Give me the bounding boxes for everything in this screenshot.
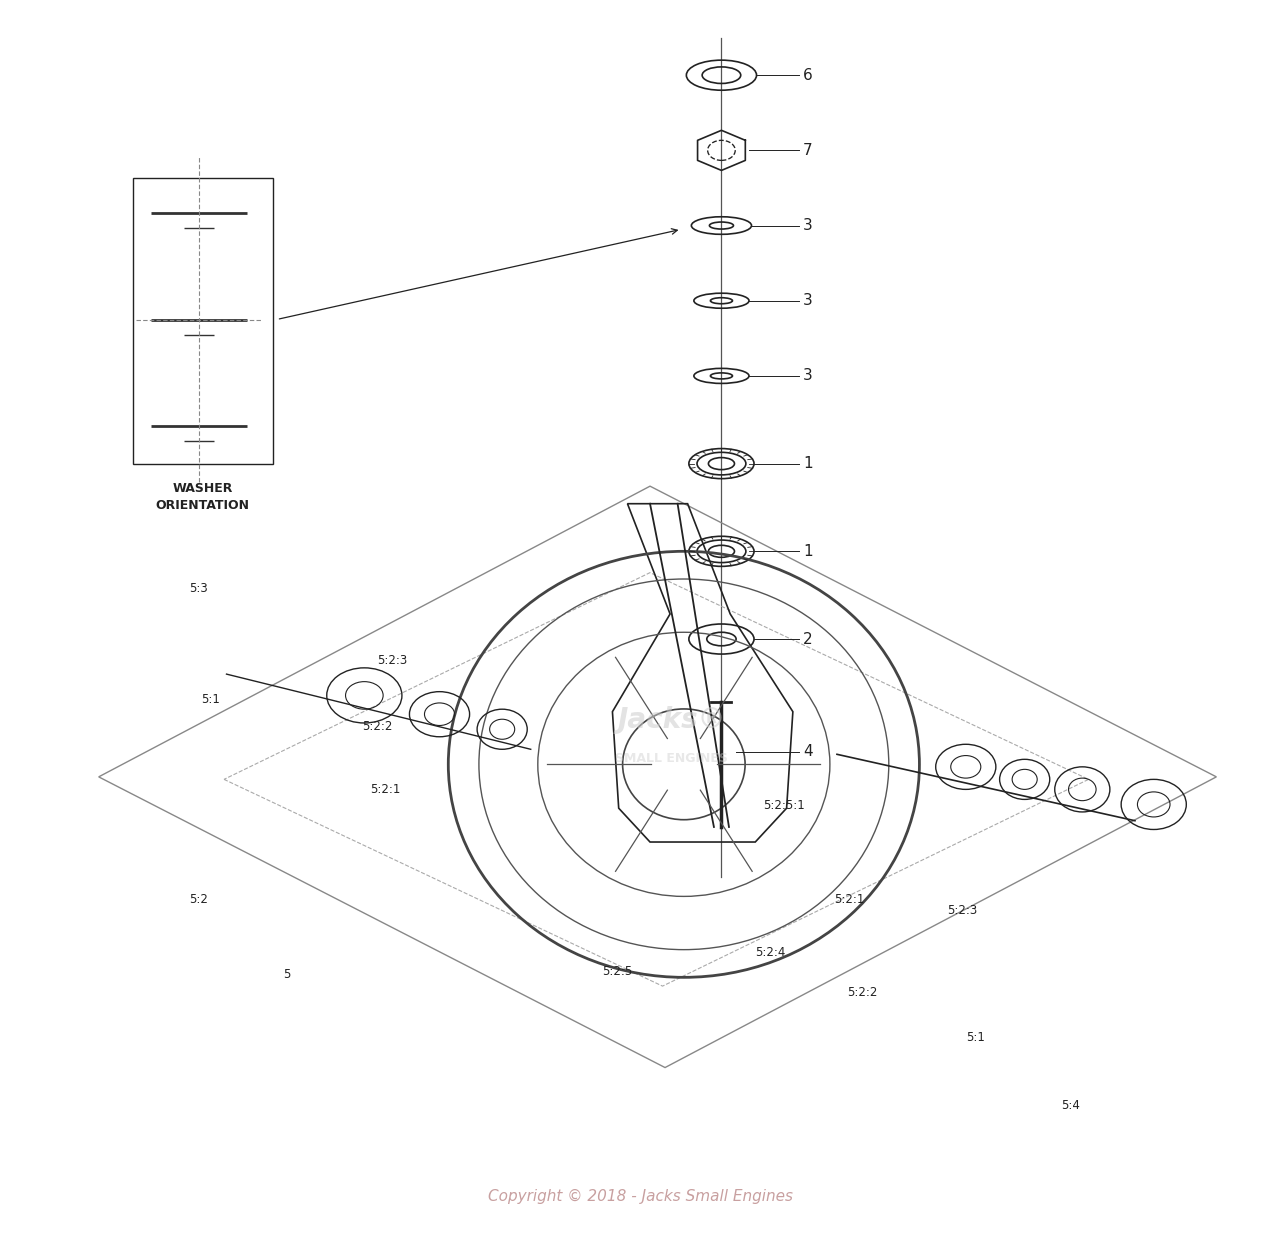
Text: 5:2:2: 5:2:2 (847, 986, 877, 999)
Bar (133, 178, 273, 464)
Text: 5:2: 5:2 (189, 893, 207, 906)
Text: 5:2:1: 5:2:1 (371, 783, 401, 796)
Text: 1: 1 (803, 544, 813, 559)
Text: 4: 4 (803, 744, 813, 759)
Text: WASHER
ORIENTATION: WASHER ORIENTATION (156, 482, 250, 512)
Text: SMALL ENGINES: SMALL ENGINES (614, 752, 728, 764)
Text: 2: 2 (803, 632, 813, 647)
Text: Copyright © 2018 - Jacks Small Engines: Copyright © 2018 - Jacks Small Engines (488, 1189, 792, 1204)
Text: 1: 1 (803, 456, 813, 471)
Text: 5:2:5: 5:2:5 (603, 965, 632, 977)
Text: 5:1: 5:1 (201, 693, 220, 705)
Text: 5:1: 5:1 (966, 1031, 984, 1044)
Text: 5:2:5:1: 5:2:5:1 (763, 799, 805, 812)
Text: 5:2:4: 5:2:4 (755, 946, 786, 959)
Text: 5:2:3: 5:2:3 (947, 905, 977, 917)
Text: 5:2:3: 5:2:3 (376, 654, 407, 667)
Text: 5:3: 5:3 (189, 583, 207, 595)
Text: 5:4: 5:4 (1061, 1099, 1080, 1111)
Text: 3: 3 (803, 218, 813, 233)
Text: 5: 5 (283, 969, 291, 981)
Text: 3: 3 (803, 368, 813, 383)
Text: Jacks®: Jacks® (617, 707, 726, 734)
Text: 5:2:1: 5:2:1 (835, 893, 864, 906)
Text: 6: 6 (803, 68, 813, 83)
Text: 3: 3 (803, 293, 813, 308)
Text: 7: 7 (803, 143, 813, 158)
Text: 5:2:2: 5:2:2 (362, 720, 392, 733)
